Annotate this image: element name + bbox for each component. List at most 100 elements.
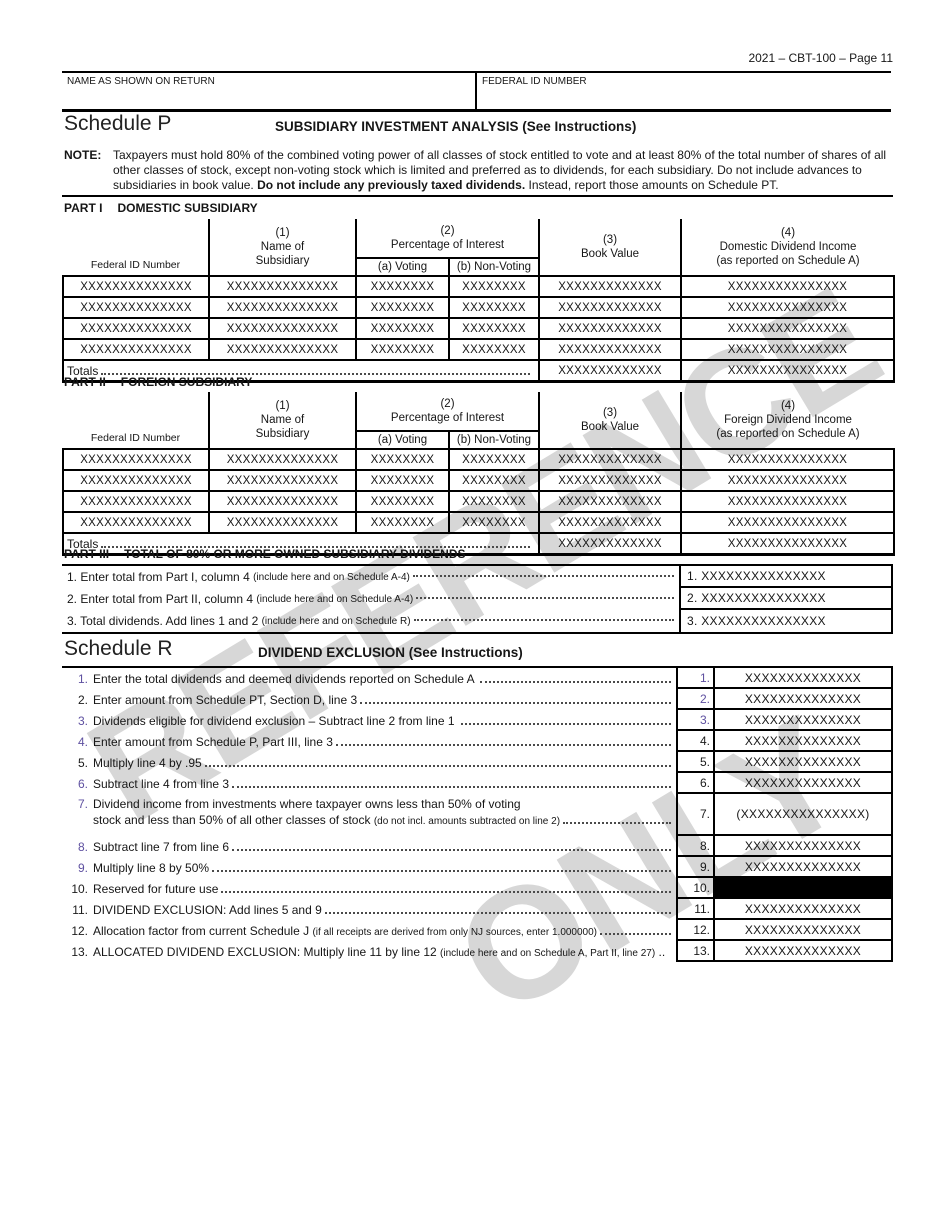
totals-book-value[interactable]: XXXXXXXXXXXXX [538, 532, 682, 556]
cell-book-value[interactable]: XXXXXXXXXXXXX [538, 511, 682, 534]
line-value[interactable]: XXXXXXXXXXXXXX [715, 920, 893, 941]
cell-non-voting[interactable]: XXXXXXXX [448, 469, 540, 492]
cell-name[interactable]: XXXXXXXXXXXXXX [208, 490, 357, 513]
cell-fed-id[interactable]: XXXXXXXXXXXXXX [62, 317, 210, 340]
cell-voting[interactable]: XXXXXXXX [355, 490, 450, 513]
line-text: Multiply line 8 by 50% [93, 860, 210, 875]
cell-book-value[interactable]: XXXXXXXXXXXXX [538, 448, 682, 471]
table-row: XXXXXXXXXXXXXX XXXXXXXXXXXXXX XXXXXXXX XXXX… [62, 275, 895, 298]
cell-book-value[interactable]: XXXXXXXXXXXXX [538, 338, 682, 361]
cell-name[interactable]: XXXXXXXXXXXXXX [208, 448, 357, 471]
cell-name[interactable]: XXXXXXXXXXXXXX [208, 338, 357, 361]
cell-fed-id[interactable]: XXXXXXXXXXXXXX [62, 275, 210, 298]
line-value[interactable]: XXXXXXXXXXXXXX [715, 836, 893, 857]
totals-dividend-income[interactable]: XXXXXXXXXXXXXXX [680, 359, 895, 383]
cell-name[interactable]: XXXXXXXXXXXXXX [208, 275, 357, 298]
cell-name[interactable]: XXXXXXXXXXXXXX [208, 296, 357, 319]
line-text: ALLOCATED DIVIDEND EXCLUSION: Multiply l… [93, 944, 441, 959]
cell-voting[interactable]: XXXXXXXX [355, 338, 450, 361]
line-text: Allocation factor from current Schedule … [93, 923, 313, 938]
dotted-leader [221, 890, 671, 893]
part1-label: PART I [64, 201, 103, 215]
cell-dividend-income[interactable]: XXXXXXXXXXXXXXX [680, 469, 895, 492]
federal-id-field[interactable]: FEDERAL ID NUMBER [482, 76, 587, 87]
line-paren: (include here and on Schedule A-4) [253, 571, 410, 583]
line-value[interactable]: XXXXXXXXXXXXXX [715, 668, 893, 689]
line-number-box: 1. [676, 668, 715, 689]
cell-dividend-income[interactable]: XXXXXXXXXXXXXXX [680, 275, 895, 298]
cell-name[interactable]: XXXXXXXXXXXXXX [208, 511, 357, 534]
part2-heading: PART II FOREIGN SUBSIDIARY [64, 375, 252, 389]
dotted-leader [212, 869, 671, 872]
cell-fed-id[interactable]: XXXXXXXXXXXXXX [62, 296, 210, 319]
cell-book-value[interactable]: XXXXXXXXXXXXX [538, 490, 682, 513]
cell-voting[interactable]: XXXXXXXX [355, 275, 450, 298]
line-value[interactable]: XXXXXXXXXXXXXX [715, 689, 893, 710]
line-number-box: 2. [676, 689, 715, 710]
cell-dividend-income[interactable]: XXXXXXXXXXXXXXX [680, 296, 895, 319]
cell-book-value[interactable]: XXXXXXXXXXXXX [538, 296, 682, 319]
totals-book-value[interactable]: XXXXXXXXXXXXX [538, 359, 682, 383]
line-value[interactable]: (XXXXXXXXXXXXXXX) [715, 794, 893, 836]
cell-non-voting[interactable]: XXXXXXXX [448, 448, 540, 471]
cell-non-voting[interactable]: XXXXXXXX [448, 296, 540, 319]
line-paren: (do not incl. amounts subtracted on line… [373, 815, 561, 827]
part1-title: DOMESTIC SUBSIDIARY [117, 201, 258, 215]
cell-voting[interactable]: XXXXXXXX [355, 469, 450, 492]
cell-name[interactable]: XXXXXXXXXXXXXX [208, 317, 357, 340]
cell-fed-id[interactable]: XXXXXXXXXXXXXX [62, 511, 210, 534]
note-text: Taxpayers must hold 80% of the combined … [113, 148, 893, 194]
cell-voting[interactable]: XXXXXXXX [355, 448, 450, 471]
line-number-box: 3. [676, 710, 715, 731]
col-federal-id: Federal ID Number [63, 219, 210, 277]
line-value[interactable]: XXXXXXXXXXXXXX [715, 752, 893, 773]
line-number: 13. [71, 944, 88, 959]
cell-non-voting[interactable]: XXXXXXXX [448, 511, 540, 534]
totals-dividend-income[interactable]: XXXXXXXXXXXXXXX [680, 532, 895, 556]
cell-fed-id[interactable]: XXXXXXXXXXXXXX [62, 448, 210, 471]
cell-fed-id[interactable]: XXXXXXXXXXXXXX [62, 338, 210, 361]
line-value[interactable]: 3. XXXXXXXXXXXXXXX [679, 610, 893, 632]
table-row: XXXXXXXXXXXXXX XXXXXXXXXXXXXX XXXXXXXX XXXX… [62, 490, 895, 513]
dotted-leader [232, 848, 671, 851]
line-number-box: 6. [676, 773, 715, 794]
line-text: Reserved for future use [93, 881, 219, 896]
line-value[interactable]: XXXXXXXXXXXXXX [715, 773, 893, 794]
line-value[interactable]: XXXXXXXXXXXXXX [715, 941, 893, 962]
cell-voting[interactable]: XXXXXXXX [355, 296, 450, 319]
line-value[interactable]: XXXXXXXXXXXXXX [715, 857, 893, 878]
line-value[interactable]: XXXXXXXXXXXXXX [715, 899, 893, 920]
cell-non-voting[interactable]: XXXXXXXX [448, 490, 540, 513]
cell-voting[interactable]: XXXXXXXX [355, 317, 450, 340]
cell-name[interactable]: XXXXXXXXXXXXXX [208, 469, 357, 492]
cell-book-value[interactable]: XXXXXXXXXXXXX [538, 469, 682, 492]
line-value[interactable]: 1. XXXXXXXXXXXXXXX [679, 566, 893, 588]
part1-table: Federal ID Number (1) Name of Subsidiary… [62, 219, 895, 383]
cell-non-voting[interactable]: XXXXXXXX [448, 317, 540, 340]
cell-non-voting[interactable]: XXXXXXXX [448, 338, 540, 361]
line-value[interactable]: 2. XXXXXXXXXXXXXXX [679, 588, 893, 610]
cell-fed-id[interactable]: XXXXXXXXXXXXXX [62, 469, 210, 492]
cell-non-voting[interactable]: XXXXXXXX [448, 275, 540, 298]
line-tail: .. [655, 944, 666, 959]
cell-voting[interactable]: XXXXXXXX [355, 511, 450, 534]
dotted-leader [101, 545, 530, 548]
name-on-return-field[interactable]: NAME AS SHOWN ON RETURN [62, 73, 477, 109]
cell-dividend-income[interactable]: XXXXXXXXXXXXXXX [680, 511, 895, 534]
cell-dividend-income[interactable]: XXXXXXXXXXXXXXX [680, 338, 895, 361]
cell-book-value[interactable]: XXXXXXXXXXXXX [538, 317, 682, 340]
cell-fed-id[interactable]: XXXXXXXXXXXXXX [62, 490, 210, 513]
cell-book-value[interactable]: XXXXXXXXXXXXX [538, 275, 682, 298]
table-row: XXXXXXXXXXXXXX XXXXXXXXXXXXXX XXXXXXXX XXXX… [62, 511, 895, 534]
line-number: 11. [72, 902, 88, 917]
cell-dividend-income[interactable]: XXXXXXXXXXXXXXX [680, 317, 895, 340]
schedule-r-line-6: 6. Subtract line 4 from line 3 6. XXXXXXX… [62, 773, 893, 794]
cell-dividend-income[interactable]: XXXXXXXXXXXXXXX [680, 490, 895, 513]
cell-dividend-income[interactable]: XXXXXXXXXXXXXXX [680, 448, 895, 471]
schedule-r-title: Schedule R [64, 637, 173, 660]
line-value[interactable]: XXXXXXXXXXXXXX [715, 710, 893, 731]
schedule-r-line-13: 13. ALLOCATED DIVIDEND EXCLUSION: Multipl… [62, 941, 893, 962]
part3-heading: PART III TOTAL OF 80% OR MORE OWNED SUBS… [62, 547, 893, 561]
line-value[interactable]: XXXXXXXXXXXXXX [715, 731, 893, 752]
note-text-bold: Do not include any previously taxed divi… [257, 178, 526, 193]
